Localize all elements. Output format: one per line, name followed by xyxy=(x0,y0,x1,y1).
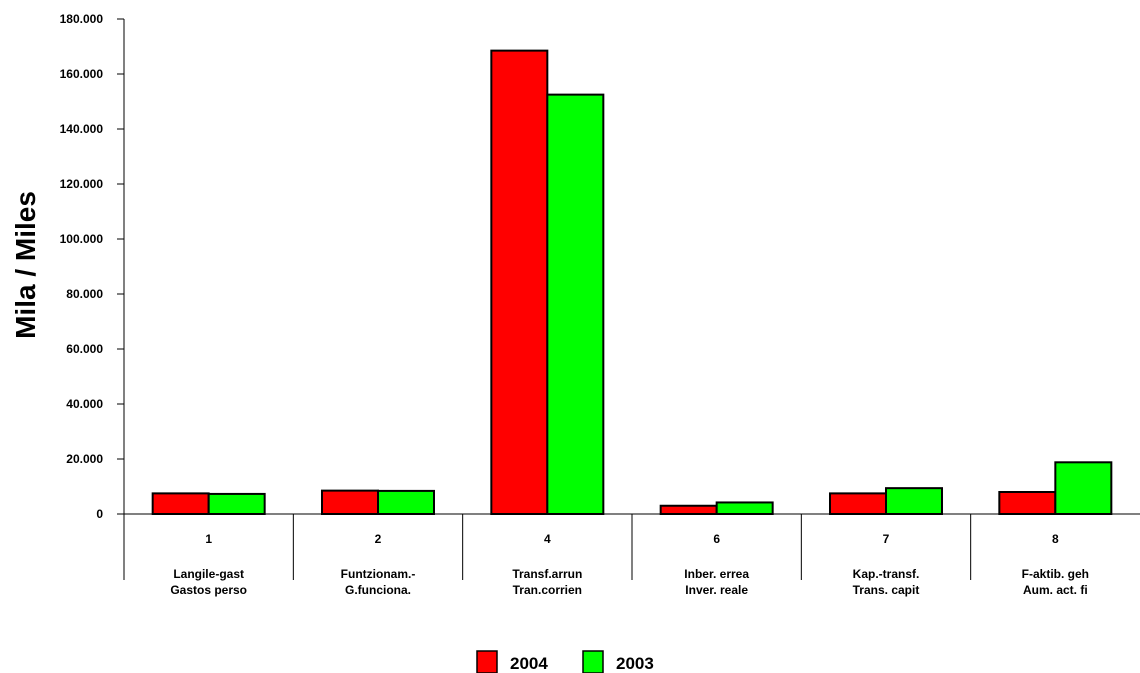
y-tick-label: 20.000 xyxy=(66,452,103,466)
y-axis-label: Mila / Miles xyxy=(10,191,41,339)
y-tick-label: 120.000 xyxy=(60,177,104,191)
x-category-label-eu: Langile-gast xyxy=(173,567,244,581)
legend-label-2004: 2004 xyxy=(510,654,548,673)
bar-2004-cat-2 xyxy=(321,489,379,515)
x-category-code: 1 xyxy=(205,532,212,546)
x-category-label-es: Tran.corrien xyxy=(513,583,582,597)
y-tick-label: 0 xyxy=(96,507,103,521)
y-axis: 0 20.000 40.000 60.000 80.000 100.000 120.000 1… xyxy=(60,12,125,521)
x-category-code: 4 xyxy=(544,532,551,546)
x-axis: 1 Langile-gast Gastos perso 2 Funtzionam.- G.… xyxy=(123,513,1140,597)
x-category-label-es: Aum. act. fi xyxy=(1023,583,1088,597)
bar-2003-cat-1 xyxy=(207,492,266,515)
bar-2004-cat-7 xyxy=(829,492,887,515)
y-tick-label: 100.000 xyxy=(60,232,104,246)
bar-2003-cat-2 xyxy=(377,489,435,515)
bar-2004-cat-1 xyxy=(151,492,210,515)
x-category-label-eu: Kap.-transf. xyxy=(853,567,920,581)
bar-2003-cat-4 xyxy=(546,93,605,515)
x-category-label-eu: F-aktib. geh xyxy=(1022,567,1089,581)
y-tick-label: 180.000 xyxy=(60,12,104,26)
y-tick-label: 60.000 xyxy=(66,342,103,356)
x-category-code: 2 xyxy=(375,532,382,546)
x-category-label-es: Gastos perso xyxy=(170,583,247,597)
bars xyxy=(151,49,1113,516)
x-category-label-es: Trans. capit xyxy=(853,583,920,597)
x-category-code: 8 xyxy=(1052,532,1059,546)
x-category-label-eu: Funtzionam.- xyxy=(341,567,416,581)
y-tick-label: 80.000 xyxy=(66,287,103,301)
bar-2004-cat-4 xyxy=(490,49,549,515)
x-category-code: 6 xyxy=(713,532,720,546)
bar-2004-cat-6 xyxy=(659,504,718,515)
x-category-label-eu: Transf.arrun xyxy=(512,567,582,581)
legend: 2004 2003 xyxy=(476,650,654,673)
x-category-label-es: Inver. reale xyxy=(685,583,748,597)
bar-2003-cat-8 xyxy=(1054,461,1113,515)
legend-swatch-2003 xyxy=(582,650,604,673)
y-tick-label: 160.000 xyxy=(60,67,104,81)
x-category-label-eu: Inber. errea xyxy=(684,567,749,581)
bar-2004-cat-8 xyxy=(998,491,1057,515)
x-category-label-es: G.funciona. xyxy=(345,583,411,597)
bar-2003-cat-7 xyxy=(885,487,943,515)
x-category-code: 7 xyxy=(883,532,890,546)
legend-label-2003: 2003 xyxy=(616,654,654,673)
y-tick-label: 40.000 xyxy=(66,397,103,411)
y-tick-label: 140.000 xyxy=(60,122,104,136)
bar-2003-cat-6 xyxy=(715,501,774,516)
legend-swatch-2004 xyxy=(476,650,498,673)
